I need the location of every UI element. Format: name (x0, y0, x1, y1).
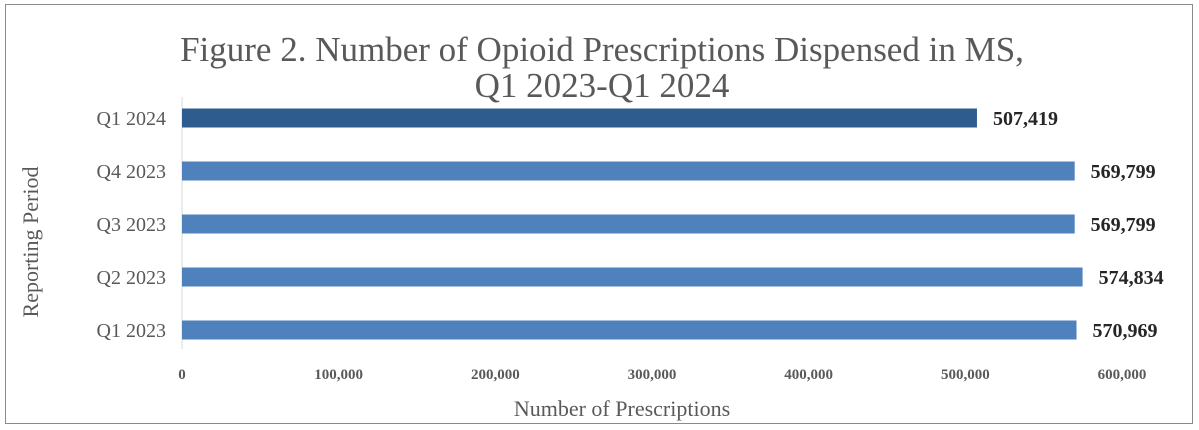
data-label: 574,834 (1099, 267, 1164, 289)
category-label: Q2 2023 (97, 267, 166, 289)
bar-chart: Figure 2. Number of Opioid Prescriptions… (18, 30, 1164, 421)
bar (182, 108, 977, 128)
x-axis-label: Number of Prescriptions (514, 396, 730, 421)
x-tick-label: 600,000 (1098, 367, 1147, 383)
x-tick-label: 400,000 (784, 367, 833, 383)
category-label: Q1 2024 (97, 108, 166, 130)
chart-title-line-1: Figure 2. Number of Opioid Prescriptions… (180, 30, 1024, 69)
x-tick-label: 500,000 (941, 367, 990, 383)
bar (182, 320, 1077, 340)
chart-title-line-2: Q1 2023-Q1 2024 (475, 66, 730, 105)
data-label: 570,969 (1093, 320, 1158, 342)
x-tick-label: 300,000 (628, 367, 677, 383)
category-label: Q4 2023 (97, 161, 166, 183)
bars-layer: Q1 2024 507,419 Q4 2023 569,799 Q3 2023 569,7… (97, 108, 1164, 383)
data-label: 569,799 (1091, 161, 1156, 183)
data-label: 507,419 (993, 108, 1058, 130)
y-axis-label: Reporting Period (18, 167, 43, 318)
chart-frame: Figure 2. Number of Opioid Prescriptions… (5, 4, 1193, 424)
x-tick-label: 200,000 (471, 367, 520, 383)
x-tick-label: 0 (178, 367, 186, 383)
bar (182, 267, 1083, 287)
bar (182, 161, 1075, 181)
data-label: 569,799 (1091, 214, 1156, 236)
category-label: Q1 2023 (97, 320, 166, 342)
category-label: Q3 2023 (97, 214, 166, 236)
x-tick-label: 100,000 (314, 367, 363, 383)
bar (182, 214, 1075, 234)
